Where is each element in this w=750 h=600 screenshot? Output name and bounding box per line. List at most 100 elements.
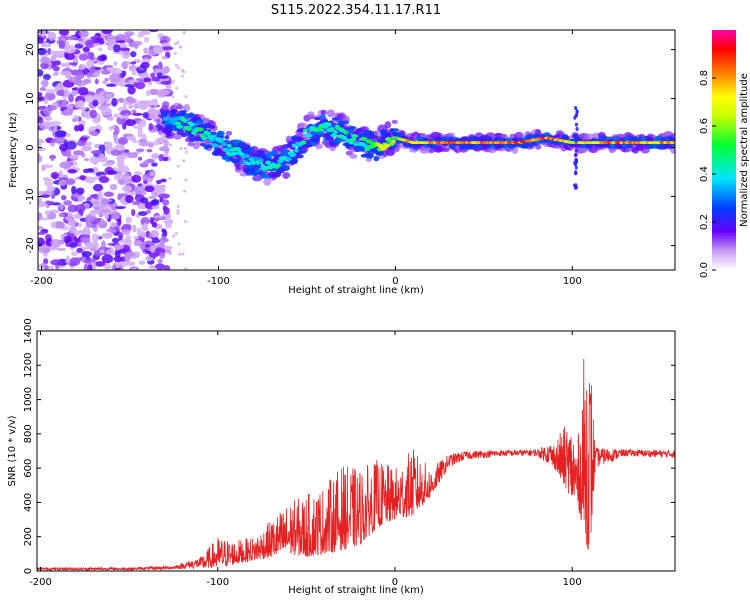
heatmap-noise-cell (134, 186, 147, 194)
heatmap-noise-cell (178, 45, 182, 49)
heatmap-noise-cell (151, 230, 158, 238)
heatmap-halo-cell (391, 119, 398, 125)
heatmap-noise-cell (127, 261, 136, 267)
heatmap-noise-cell (52, 65, 60, 72)
heatmap-noise-cell (160, 80, 172, 85)
heatmap-noise-cell (148, 123, 154, 131)
heatmap-noise-cell (64, 178, 76, 185)
heatmap-signal-cell (300, 140, 307, 145)
heatmap-noise-cell (78, 54, 89, 61)
heatmap-noise-cell (58, 213, 66, 218)
heatmap-noise-cell (111, 97, 118, 107)
heatmap-noise-cell (137, 126, 143, 136)
heatmap-edge-cell (338, 120, 346, 126)
heatmap-noise-cell (95, 37, 104, 42)
heatmap-signal-cell (185, 127, 192, 132)
heatmap-edge-cell (291, 158, 297, 165)
spectrogram-y-ticks: 20 10 0 -10 -20 (25, 43, 675, 254)
heatmap-noise-cell (38, 111, 42, 117)
heatmap-noise-cell (161, 56, 168, 60)
spectrogram-x-tick-label: 0 (392, 276, 398, 287)
heatmap-noise-cell (89, 156, 100, 164)
heatmap-noise-cell (75, 71, 85, 80)
heatmap-halo-cell (442, 147, 450, 153)
heatmap-signal-cell (302, 128, 308, 133)
heatmap-noise-cell (107, 45, 114, 51)
heatmap-noise-cell (94, 78, 99, 85)
heatmap-noise-cell (143, 47, 149, 54)
heatmap-noise-cell (86, 72, 93, 77)
heatmap-noise-cell (145, 89, 151, 97)
heatmap-edge-cell (387, 146, 396, 151)
heatmap-noise-cell (119, 261, 129, 267)
heatmap-signal-cell (365, 139, 373, 144)
heatmap-noise-cell (114, 267, 121, 270)
heatmap-spike-cell (575, 126, 579, 131)
heatmap-noise-cell (86, 60, 95, 68)
heatmap-signal-cell (230, 151, 238, 156)
heatmap-noise-cell (104, 141, 113, 148)
heatmap-noise-cell (50, 154, 55, 162)
heatmap-noise-cell (174, 42, 178, 46)
heatmap-noise-cell (59, 161, 72, 169)
heatmap-noise-cell (38, 138, 44, 144)
heatmap-edge-cell (627, 143, 633, 149)
heatmap-noise-cell (58, 203, 64, 211)
heatmap-noise-cell (101, 254, 114, 264)
heatmap-noise-cell (38, 36, 44, 44)
heatmap-noise-cell (104, 263, 111, 270)
spectrogram-frame (37, 29, 676, 271)
heatmap-noise-cell (103, 191, 114, 197)
heatmap-halo-cell (306, 111, 315, 120)
heatmap-noise-cell (109, 183, 118, 191)
heatmap-noise-cell (179, 147, 183, 151)
heatmap-noise-cell (151, 238, 160, 244)
heatmap-signal-cell (198, 127, 204, 132)
heatmap-noise-cell (75, 82, 87, 87)
heatmap-spike-cell (573, 161, 578, 166)
heatmap-signal-cell (391, 139, 396, 144)
heatmap-noise-cell (50, 171, 60, 179)
heatmap-edge-cell (180, 132, 188, 138)
heatmap-halo-cell (252, 175, 262, 182)
heatmap-edge-cell (347, 125, 357, 130)
heatmap-noise-cell (160, 186, 166, 193)
heatmap-noise-cell (38, 143, 42, 147)
spectrogram-y-tick-label: -20 (25, 237, 36, 253)
heatmap-noise-cell (41, 79, 49, 88)
heatmap-noise-cell (97, 55, 107, 62)
snr-y-tick-label: 600 (23, 459, 34, 478)
heatmap-noise-cell (140, 197, 149, 204)
heatmap-noise-cell (182, 159, 186, 163)
heatmap-noise-cell (168, 252, 172, 256)
snr-x-ticks: -200 -100 0 100 (29, 331, 582, 588)
heatmap-edge-cell (181, 109, 187, 115)
heatmap-noise-cell (106, 116, 114, 121)
heatmap-noise-cell (158, 153, 164, 162)
heatmap-noise-cell (159, 252, 166, 259)
heatmap-noise-cell (38, 237, 45, 246)
heatmap-signal-cell (341, 135, 347, 140)
heatmap-noise-cell (82, 79, 92, 84)
heatmap-noise-cell (153, 215, 164, 219)
heatmap-noise-cell (44, 92, 56, 101)
heatmap-noise-cell (142, 133, 147, 141)
heatmap-noise-cell (77, 197, 84, 202)
heatmap-spike-cell (573, 185, 578, 190)
heatmap-edge-cell (271, 150, 278, 156)
heatmap-edge-cell (231, 158, 240, 164)
heatmap-noise-cell (127, 98, 138, 104)
heatmap-edge-cell (391, 128, 400, 132)
heatmap-noise-cell (65, 133, 71, 138)
heatmap-edge-cell (343, 120, 350, 125)
heatmap-signal-cell (315, 127, 323, 132)
heatmap-noise-cell (176, 164, 180, 168)
heatmap-noise-cell (175, 86, 179, 90)
heatmap-halo-cell (584, 133, 595, 139)
heatmap-noise-cell (112, 213, 120, 220)
heatmap-spike-cell (574, 139, 578, 144)
heatmap-spike-cell (574, 134, 579, 139)
heatmap-noise-cell (112, 44, 121, 53)
heatmap-edge-cell (313, 116, 322, 121)
heatmap-noise-cell (105, 228, 117, 233)
